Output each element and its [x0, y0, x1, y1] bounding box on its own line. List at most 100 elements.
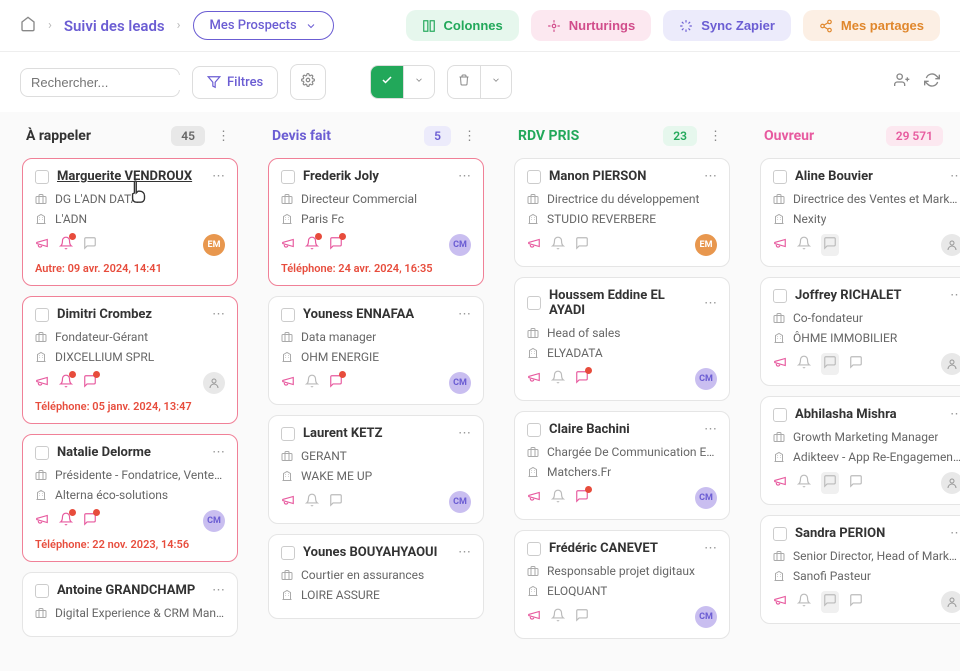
- card-name[interactable]: Claire Bachini: [549, 422, 630, 437]
- lead-card[interactable]: Dimitri Crombez ⋯ Fondateur-Gérant DIXCE…: [22, 296, 238, 424]
- card-name[interactable]: Aline Bouvier: [795, 169, 873, 184]
- card-bell-icon[interactable]: [797, 236, 811, 254]
- nurturings-button[interactable]: Nurturings: [531, 10, 651, 41]
- refresh-icon-button[interactable]: [924, 72, 940, 92]
- add-user-icon-button[interactable]: [894, 72, 910, 92]
- card-chat-icon[interactable]: [821, 234, 839, 256]
- card-bell-icon[interactable]: [305, 374, 319, 392]
- card-menu-icon[interactable]: ⋯: [212, 307, 225, 322]
- card-chat-icon[interactable]: [821, 353, 839, 375]
- card-checkbox[interactable]: [773, 289, 787, 303]
- card-menu-icon[interactable]: ⋯: [212, 583, 225, 598]
- card-chat-icon[interactable]: [83, 512, 97, 530]
- card-checkbox[interactable]: [35, 584, 49, 598]
- card-checkbox[interactable]: [35, 308, 49, 322]
- card-bell-icon[interactable]: [305, 493, 319, 511]
- card-name[interactable]: Joffrey RICHALET: [795, 288, 901, 303]
- card-mega-icon[interactable]: [281, 374, 295, 392]
- home-icon[interactable]: [20, 16, 36, 36]
- card-mega-icon[interactable]: [773, 236, 787, 254]
- prospects-dropdown[interactable]: Mes Prospects: [193, 11, 334, 40]
- card-name[interactable]: Abhilasha Mishra: [795, 407, 897, 422]
- card-chat-icon[interactable]: [849, 474, 863, 492]
- card-bell-icon[interactable]: [797, 474, 811, 492]
- lead-card[interactable]: Frederik Joly ⋯ Directeur Commercial Par…: [268, 158, 484, 286]
- card-menu-icon[interactable]: ⋯: [950, 169, 960, 184]
- card-menu-icon[interactable]: ⋯: [458, 307, 471, 322]
- card-menu-icon[interactable]: ⋯: [212, 445, 225, 460]
- card-chat-icon[interactable]: [329, 236, 343, 254]
- card-bell-icon[interactable]: [305, 236, 319, 254]
- lead-card[interactable]: Marguerite VENDROUX ⋯ DG L'ADN DATA L'AD…: [22, 158, 238, 286]
- card-mega-icon[interactable]: [527, 608, 541, 626]
- card-bell-icon[interactable]: [59, 512, 73, 530]
- lead-card[interactable]: Houssem Eddine EL AYADI ⋯ Head of sales …: [514, 277, 730, 401]
- card-checkbox[interactable]: [35, 170, 49, 184]
- lead-card[interactable]: Sandra PERION ⋯ Senior Director, Head of…: [760, 515, 960, 624]
- card-chat-icon[interactable]: [329, 493, 343, 511]
- settings-icon-button[interactable]: [290, 64, 326, 100]
- column-menu-icon[interactable]: ⋮: [705, 129, 726, 144]
- card-mega-icon[interactable]: [527, 236, 541, 254]
- card-checkbox[interactable]: [281, 546, 295, 560]
- breadcrumb-title[interactable]: Suivi des leads: [64, 17, 165, 35]
- card-chat-icon[interactable]: [329, 374, 343, 392]
- card-mega-icon[interactable]: [773, 593, 787, 611]
- card-mega-icon[interactable]: [35, 512, 49, 530]
- card-name[interactable]: Younes BOUYAHYAOUI: [303, 545, 437, 560]
- lead-card[interactable]: Manon PIERSON ⋯ Directrice du développem…: [514, 158, 730, 267]
- lead-card[interactable]: Joffrey RICHALET ⋯ Co-fondateur ÔHME IMM…: [760, 277, 960, 386]
- card-checkbox[interactable]: [527, 296, 541, 310]
- search-box[interactable]: [20, 68, 180, 97]
- card-checkbox[interactable]: [281, 170, 295, 184]
- card-name[interactable]: Laurent KETZ: [303, 426, 383, 441]
- card-name[interactable]: Frédéric CANEVET: [549, 541, 658, 556]
- card-chat-icon[interactable]: [83, 236, 97, 254]
- delete-dropdown-button[interactable]: [480, 66, 511, 98]
- card-mega-icon[interactable]: [527, 370, 541, 388]
- card-mega-icon[interactable]: [773, 355, 787, 373]
- card-checkbox[interactable]: [527, 170, 541, 184]
- card-menu-icon[interactable]: ⋯: [704, 541, 717, 556]
- card-mega-icon[interactable]: [281, 236, 295, 254]
- card-chat-icon[interactable]: [849, 355, 863, 373]
- card-checkbox[interactable]: [35, 446, 49, 460]
- card-name[interactable]: Natalie Delorme: [57, 445, 151, 460]
- lead-card[interactable]: Frédéric CANEVET ⋯ Responsable projet di…: [514, 530, 730, 639]
- card-mega-icon[interactable]: [527, 489, 541, 507]
- card-checkbox[interactable]: [281, 427, 295, 441]
- card-checkbox[interactable]: [773, 170, 787, 184]
- column-menu-icon[interactable]: ⋮: [459, 129, 480, 144]
- colonnes-button[interactable]: Colonnes: [406, 10, 519, 41]
- card-menu-icon[interactable]: ⋯: [704, 422, 717, 437]
- card-bell-icon[interactable]: [551, 236, 565, 254]
- card-chat-icon[interactable]: [575, 608, 589, 626]
- card-menu-icon[interactable]: ⋯: [704, 169, 717, 184]
- card-menu-icon[interactable]: ⋯: [950, 288, 960, 303]
- card-menu-icon[interactable]: ⋯: [458, 426, 471, 441]
- card-menu-icon[interactable]: ⋯: [212, 169, 225, 184]
- confirm-action-button[interactable]: [371, 66, 403, 98]
- card-name[interactable]: Antoine GRANDCHAMP: [57, 583, 195, 598]
- card-menu-icon[interactable]: ⋯: [458, 545, 471, 560]
- card-bell-icon[interactable]: [59, 236, 73, 254]
- card-checkbox[interactable]: [773, 527, 787, 541]
- lead-card[interactable]: Aline Bouvier ⋯ Directrice des Ventes et…: [760, 158, 960, 267]
- card-bell-icon[interactable]: [551, 489, 565, 507]
- card-bell-icon[interactable]: [797, 355, 811, 373]
- card-chat-icon[interactable]: [575, 370, 589, 388]
- card-checkbox[interactable]: [281, 308, 295, 322]
- card-name[interactable]: Frederik Joly: [303, 169, 379, 184]
- column-menu-icon[interactable]: ⋮: [951, 129, 960, 144]
- card-name[interactable]: Houssem Eddine EL AYADI: [549, 288, 696, 318]
- lead-card[interactable]: Younes BOUYAHYAOUI ⋯ Courtier en assuran…: [268, 534, 484, 619]
- card-bell-icon[interactable]: [59, 374, 73, 392]
- lead-card[interactable]: Abhilasha Mishra ⋯ Growth Marketing Mana…: [760, 396, 960, 505]
- lead-card[interactable]: Natalie Delorme ⋯ Présidente - Fondatric…: [22, 434, 238, 562]
- card-chat-icon[interactable]: [575, 489, 589, 507]
- card-chat-icon[interactable]: [821, 472, 839, 494]
- confirm-dropdown-button[interactable]: [403, 66, 434, 98]
- lead-card[interactable]: Antoine GRANDCHAMP ⋯ Digital Experience …: [22, 572, 238, 637]
- card-menu-icon[interactable]: ⋯: [950, 407, 960, 422]
- card-mega-icon[interactable]: [35, 236, 49, 254]
